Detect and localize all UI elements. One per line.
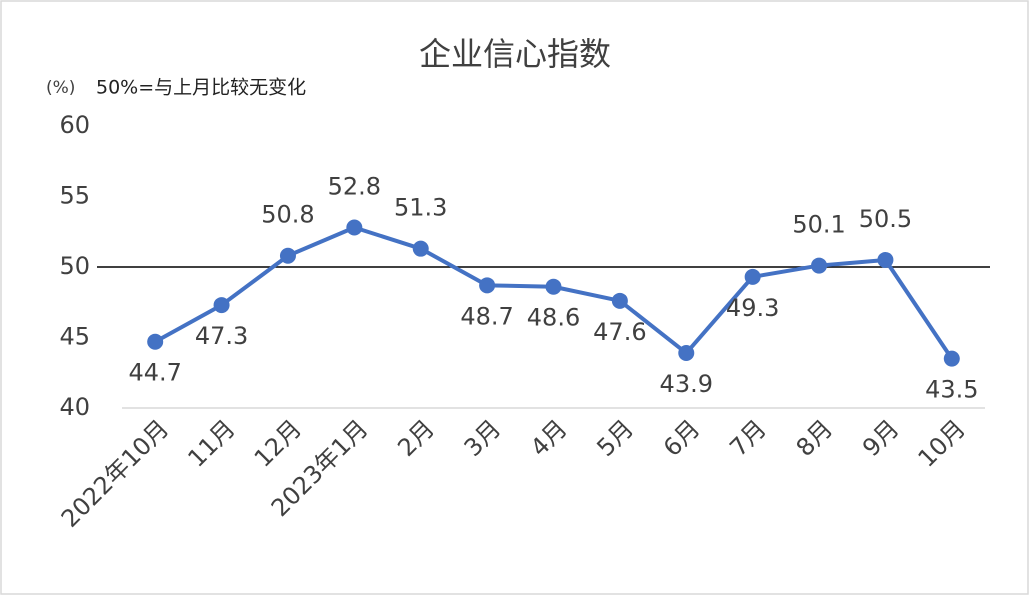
note: 50%=与上月比较无变化 [96,77,306,99]
data-label: 48.6 [527,304,580,332]
data-label: 50.8 [261,201,314,229]
y-tick-label: 50 [59,252,90,280]
point [213,297,230,314]
data-label: 44.7 [128,359,181,387]
chart-title: 企业信心指数 [419,35,611,73]
point [147,333,164,350]
point [877,251,894,268]
point [479,277,496,294]
data-label: 52.8 [328,173,381,201]
data-label: 43.5 [925,376,978,404]
data-label: 47.6 [593,318,646,346]
point [279,247,296,264]
data-label: 47.3 [195,322,248,350]
point [346,219,363,236]
data-label: 50.1 [792,211,845,239]
point [744,268,761,285]
y-tick-label: 55 [59,182,90,210]
unit-label: (%) [46,78,75,98]
point [943,350,960,367]
data-label: 43.9 [660,370,713,398]
data-label: 49.3 [726,294,779,322]
point [412,240,429,257]
data-label: 51.3 [394,194,447,222]
point [611,292,628,309]
data-label: 48.7 [460,302,513,330]
y-tick-label: 40 [59,393,90,421]
data-label: 50.5 [859,205,912,233]
y-tick-label: 60 [59,111,90,139]
point [678,345,695,362]
point [811,257,828,274]
point [545,278,562,295]
y-tick-label: 45 [59,323,90,351]
